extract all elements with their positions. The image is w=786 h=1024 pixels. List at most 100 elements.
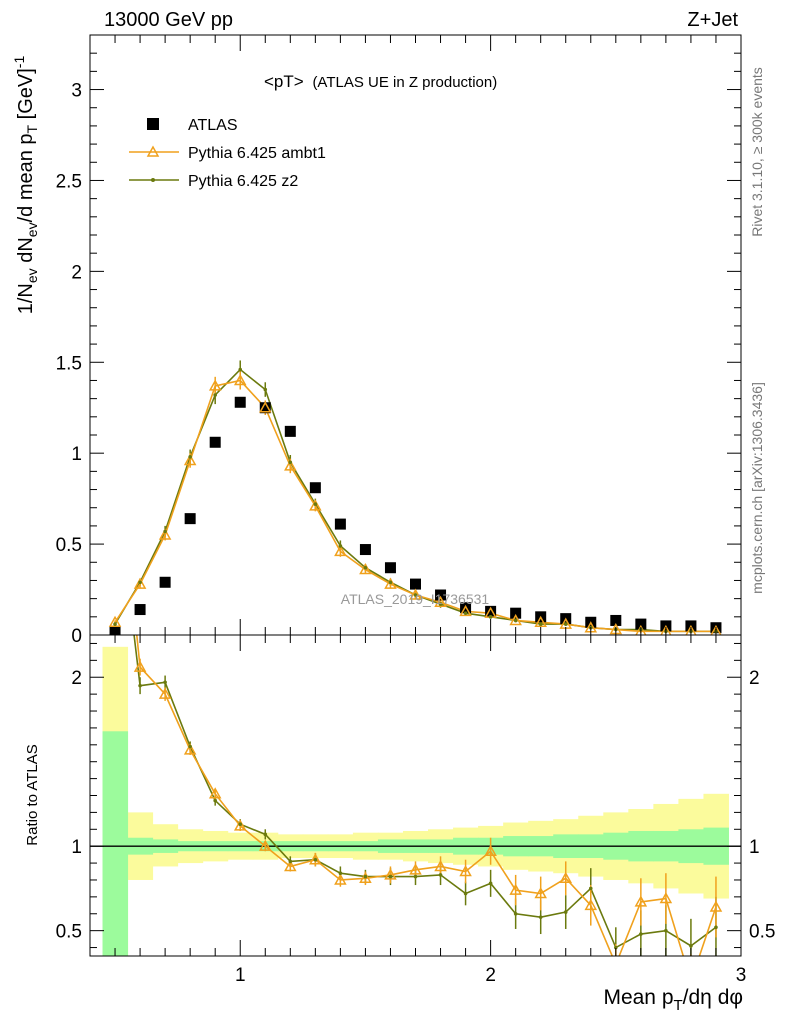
ratio-y-axis-label: Ratio to ATLAS [24,744,41,845]
z2-point [163,529,167,534]
ambt1-point [309,499,322,511]
atlas-point [134,604,146,616]
ratio-ambt1-point [258,839,272,851]
ambt1-point [660,624,672,635]
legend-atlas-marker [147,118,159,130]
legend-label: ATLAS [188,117,238,134]
y-tick-label: 1 [71,444,82,465]
y-tick-label: 0 [71,626,82,647]
ambt1-point [710,624,722,635]
ratio-z2-point [513,911,518,916]
ratio-y-tick-label-right: 2 [749,668,760,689]
ratio-ambt1-point [434,859,447,872]
ratio-z2-point [363,874,368,879]
ratio-y-tick-label-right: 1 [749,837,760,858]
legend-label: Pythia 6.425 z2 [188,173,298,190]
x-tick-label: 3 [736,965,747,986]
ratio-ambt1-point [233,819,247,831]
ambt1-point [685,624,697,635]
ratio-z2-point [438,873,443,877]
ratio-z2-point [714,925,718,930]
ratio-z2-point [213,798,217,803]
atlas-point [284,425,296,437]
x-axis-label: Mean pT/dη dφ [603,986,743,1014]
rivet-label: Rivet 3.1.10, ≥ 300k events [749,67,765,237]
ratio-z2-point [664,928,668,933]
z2-point [438,602,443,606]
ratio-ambt1-point [384,868,397,880]
ratio-ambt1-point [359,871,372,884]
ratio-z2-point [113,473,117,477]
x-tick-label: 2 [485,965,496,986]
ambt1-point [384,577,397,589]
ambt1-point [183,453,197,466]
ratio-frame [89,634,742,957]
ratio-z2-point [588,886,593,891]
ambt1-point [158,528,172,540]
atlas-point [234,396,246,408]
z2-point [113,622,117,626]
ratio-ambt1-point [686,976,696,985]
atlas-point [384,562,396,574]
ratio-z2-point [563,910,568,914]
ratio-z2-point [413,874,418,879]
ratio-ambt1-point [611,959,621,968]
legend: ATLAS Pythia 6.425 ambt1 Pythia 6.425 z2 [129,117,326,190]
x-tick-label: 1 [235,965,246,986]
header-right: Z+Jet [687,9,738,31]
header-left: 13000 GeV pp [104,9,233,31]
atlas-point [309,482,321,494]
ratio-axes: 0.5 0.5 1 1 2 2 1 2 3 [56,634,775,986]
atlas-point [334,518,346,530]
ambt1-point [534,615,547,628]
ratio-y-tick-label: 2 [71,668,82,689]
ambt1-point [133,577,147,589]
ratio-z2-point [538,915,543,919]
y-tick-label: 0.5 [56,535,82,556]
ambt1-point [509,613,522,626]
ratio-ambt1-line [135,635,717,956]
atlas-point [510,607,522,619]
ratio-ambt1-point [183,743,197,755]
ambt1-point [409,588,422,600]
z2-point [563,622,568,626]
chart-subtitle: (ATLAS UE in Z production) [312,74,497,91]
z2-point [463,611,468,615]
ratio-z2-point [639,932,643,936]
ratio-z2-point [338,871,343,876]
z2-point [313,502,318,506]
atlas-point [209,436,221,448]
z2-point [488,615,493,619]
ambt1-point [233,373,247,386]
ratio-ambt1-point [459,864,472,877]
ratio-z2-point [263,832,268,837]
ambt1-point [334,544,347,557]
watermark: ATLAS_2019_I1736531 [341,591,490,607]
ratio-ambt1-point [334,873,347,885]
ratio-z2-point [488,881,493,886]
z2-point [388,580,393,585]
mcplots-label: mcplots.cern.ch [arXiv:1306.3436] [749,382,765,594]
y-tick-label: 2.5 [56,171,82,192]
z2-point [513,618,518,623]
z2-point [238,367,243,372]
ambt1-point [459,604,472,617]
z2-point [138,580,142,585]
ratio-y-tick-label: 0.5 [56,922,82,943]
ratio-z2-point [138,683,142,688]
chart-title: <pT> (ATLAS UE in Z production) [264,72,497,91]
z2-point [538,622,543,626]
ratio-y-tick-label-right: 0.5 [749,922,775,943]
ratio-z2-point [689,944,693,948]
ratio-ambt1-point [484,844,497,857]
z2-point [363,565,368,570]
band-stat [102,731,129,956]
ambt1-point [258,401,272,413]
ratio-z2-point [288,859,293,864]
ratio-ambt1-point [208,787,222,799]
atlas-point [184,513,196,525]
ratio-ambt1-point [284,859,297,872]
atlas-point [435,589,447,601]
legend-ambt1-marker [146,145,160,157]
